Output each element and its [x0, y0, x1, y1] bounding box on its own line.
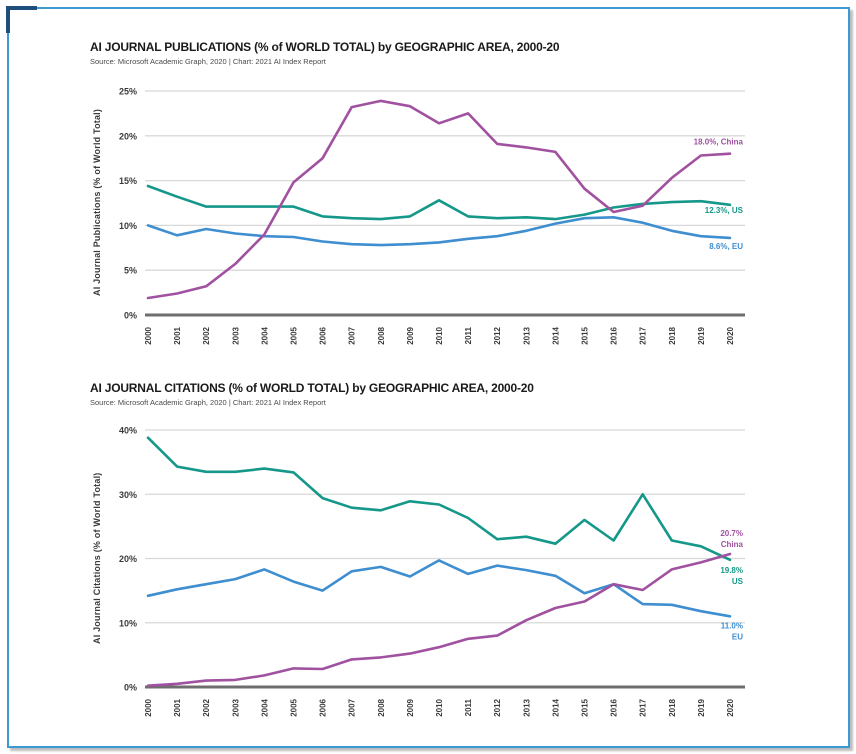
x-tick-label: 2014 — [551, 698, 560, 716]
x-tick-label: 2003 — [231, 326, 240, 344]
series-end-label-us: US — [732, 577, 744, 586]
y-tick-label: 10% — [119, 618, 137, 628]
x-tick-label: 2019 — [697, 698, 706, 716]
x-tick-label: 2018 — [668, 326, 677, 344]
x-tick-label: 2011 — [464, 698, 473, 716]
x-tick-label: 2016 — [610, 326, 619, 344]
y-tick-label: 40% — [119, 426, 137, 436]
citations-chart-source: Source: Microsoft Academic Graph, 2020 |… — [90, 398, 326, 407]
series-end-label-eu: 11.0% — [721, 621, 743, 630]
x-tick-label: 2014 — [551, 326, 560, 344]
series-line-eu — [146, 216, 732, 247]
x-tick-label: 2015 — [581, 698, 590, 716]
series-end-label-eu: EU — [732, 632, 743, 641]
x-tick-label: 2012 — [493, 326, 502, 344]
x-tick-label: 2005 — [290, 698, 299, 716]
x-tick-label: 2009 — [406, 326, 415, 344]
x-tick-label: 2001 — [173, 698, 182, 716]
series-line-china — [146, 99, 732, 300]
x-tick-label: 2000 — [144, 326, 153, 344]
y-tick-label: 0% — [124, 683, 137, 693]
x-tick-label: 2018 — [668, 698, 677, 716]
x-tick-label: 2004 — [260, 698, 269, 716]
series-end-label-china: 18.0%, China — [694, 138, 744, 147]
y-tick-label: 25% — [119, 87, 137, 97]
x-tick-label: 2008 — [377, 698, 386, 716]
series-end-label-eu: 8.6%, EU — [709, 242, 743, 251]
x-tick-label: 2020 — [726, 326, 735, 344]
y-tick-label: 0% — [124, 311, 137, 321]
x-tick-label: 2013 — [522, 326, 531, 344]
series-end-label-china: China — [721, 540, 744, 549]
x-tick-label: 2011 — [464, 326, 473, 344]
citations-chart-title: AI JOURNAL CITATIONS (% of WORLD TOTAL) … — [90, 381, 534, 395]
y-tick-label: 10% — [119, 221, 137, 231]
x-tick-label: 2019 — [697, 326, 706, 344]
x-tick-label: 2009 — [406, 698, 415, 716]
x-tick-label: 2002 — [202, 698, 211, 716]
y-tick-label: 20% — [119, 554, 137, 564]
x-tick-label: 2013 — [522, 698, 531, 716]
x-tick-label: 2008 — [377, 326, 386, 344]
corner-mark-top — [6, 6, 37, 10]
y-tick-label: 30% — [119, 490, 137, 500]
x-tick-label: 2007 — [348, 698, 357, 716]
series-end-label-china: 20.7% — [720, 529, 743, 538]
x-tick-label: 2003 — [231, 698, 240, 716]
corner-mark-left — [6, 6, 10, 33]
x-tick-label: 2010 — [435, 698, 444, 716]
x-tick-label: 2004 — [260, 326, 269, 344]
x-tick-label: 2006 — [319, 326, 328, 344]
publications-chart-title: AI JOURNAL PUBLICATIONS (% of WORLD TOTA… — [90, 40, 560, 54]
y-tick-label: 20% — [119, 131, 137, 141]
x-tick-label: 2012 — [493, 698, 502, 716]
x-tick-label: 2017 — [639, 698, 648, 716]
page-border-frame — [7, 7, 850, 748]
x-tick-label: 2001 — [173, 326, 182, 344]
x-tick-label: 2010 — [435, 326, 444, 344]
x-tick-label: 2002 — [202, 326, 211, 344]
x-tick-label: 2005 — [290, 326, 299, 344]
x-tick-label: 2000 — [144, 698, 153, 716]
series-end-label-us: 19.8% — [720, 566, 743, 575]
x-tick-label: 2020 — [726, 698, 735, 716]
series-line-us — [146, 436, 732, 562]
y-tick-label: 5% — [124, 266, 137, 276]
x-tick-label: 2016 — [610, 698, 619, 716]
x-tick-label: 2006 — [319, 698, 328, 716]
publications-chart-canvas: 25% 20% 15% 10% 5% 0% 2000 2001 2002 2003 2004 2005… — [119, 87, 745, 345]
series-line-eu — [146, 559, 732, 618]
x-tick-label: 2007 — [348, 326, 357, 344]
series-line-us — [146, 184, 732, 221]
x-tick-label: 2015 — [581, 326, 590, 344]
publications-chart-source: Source: Microsoft Academic Graph, 2020 |… — [90, 57, 326, 66]
citations-chart-canvas: 40% 30% 20% 10% 0% 2000 2001 2002 2003 2004 2005 20… — [119, 426, 745, 717]
y-tick-label: 15% — [119, 176, 137, 186]
series-line-china — [146, 552, 732, 688]
series-end-label-us: 12.3%, US — [705, 206, 744, 215]
x-tick-label: 2017 — [639, 326, 648, 344]
